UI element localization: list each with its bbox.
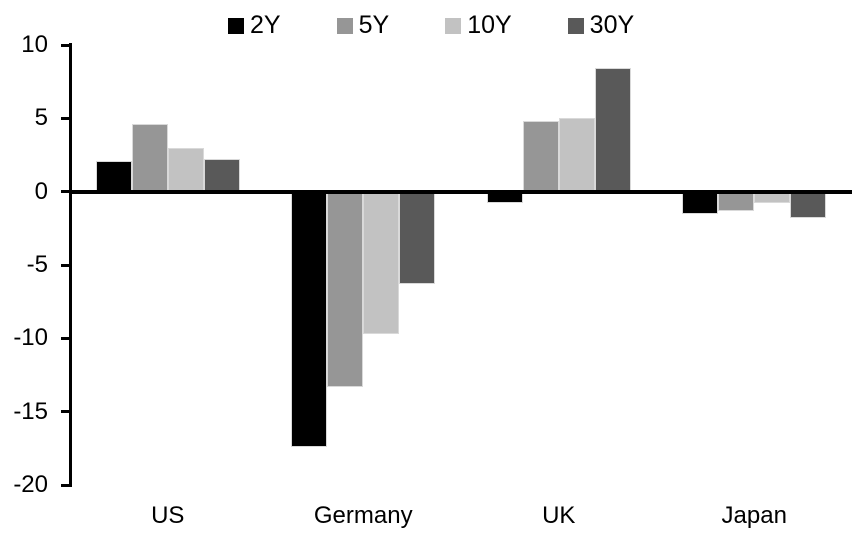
y-axis-tick-label--20: -20 (13, 471, 48, 498)
legend-item-30y: 30Y (567, 11, 635, 39)
legend-label-5y: 5Y (358, 11, 390, 39)
bar-germany-2y (291, 191, 328, 447)
legend-item-10y: 10Y (445, 11, 512, 39)
legend-label-10y: 10Y (467, 11, 512, 39)
x-axis-zero-line (69, 190, 852, 194)
bar-us-5y (131, 124, 168, 192)
y-axis-tick-label-10: 10 (21, 31, 48, 58)
y-axis-tick-0 (61, 190, 71, 194)
legend-item-2y: 2Y (228, 13, 281, 38)
bar-us-10y (167, 147, 204, 192)
y-axis-tick-5 (61, 116, 71, 120)
bar-uk-10y (558, 118, 595, 192)
y-axis-tick-label--15: -15 (13, 397, 48, 425)
y-axis-tick-label-0: 0 (34, 177, 48, 205)
bar-us-2y (95, 160, 132, 192)
bar-germany-5y (327, 191, 364, 387)
bar-japan-30y (790, 191, 827, 219)
bar-uk-30y (594, 68, 631, 192)
legend-swatch-5y (336, 17, 353, 34)
y-axis-tick-10 (61, 43, 71, 47)
legend-label-30y: 30Y (589, 11, 635, 39)
bar-japan-5y (718, 191, 755, 211)
bar-uk-5y (522, 121, 559, 192)
y-axis-tick-label--5: -5 (26, 251, 48, 278)
y-axis-tick--20 (61, 483, 71, 487)
bar-germany-10y (363, 191, 400, 334)
y-axis-tick-label-5: 5 (34, 104, 48, 132)
bar-germany-30y (399, 191, 436, 285)
category-label-germany: Germany (313, 502, 413, 529)
y-axis-tick--15 (61, 410, 71, 414)
legend-label-2y: 2Y (250, 11, 281, 39)
legend-swatch-10y (445, 17, 462, 34)
y-axis-tick--5 (61, 263, 71, 267)
y-axis-tick-label--10: -10 (13, 324, 48, 352)
y-axis-tick--10 (61, 336, 71, 340)
bar-japan-2y (682, 191, 719, 214)
legend-swatch-2y (228, 17, 244, 34)
chart-legend: 2Y 5Y 10Y 30Y (228, 13, 634, 38)
category-label-uk: UK (542, 502, 576, 529)
category-label-us: US (151, 502, 185, 529)
category-label-japan: Japan (721, 502, 787, 529)
bar-us-30y (203, 159, 240, 192)
legend-swatch-30y (567, 17, 584, 34)
legend-item-5y: 5Y (336, 11, 390, 39)
